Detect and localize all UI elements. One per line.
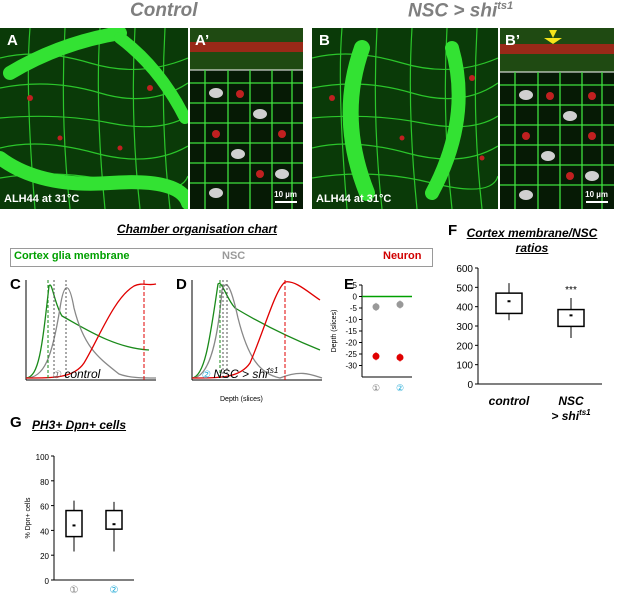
g-box bbox=[105, 509, 123, 530]
e-category-label: ① bbox=[372, 383, 380, 393]
panel-a-scale-bar bbox=[275, 201, 297, 203]
panel-a-scale-label: 10 µm bbox=[274, 190, 297, 199]
e-point bbox=[372, 352, 380, 360]
e-y-tick-label: 5 bbox=[353, 281, 358, 290]
e-y-tick-label: -5 bbox=[350, 304, 358, 313]
panel-b-prime-micrograph bbox=[500, 28, 614, 209]
panel-d-sample-label: ② NSC > shits1 bbox=[201, 366, 278, 381]
g-y-tick-label: 100 bbox=[36, 453, 50, 462]
e-point bbox=[396, 353, 404, 361]
panel-a-image: A ALH44 at 31°C bbox=[0, 28, 188, 209]
f-box bbox=[557, 308, 585, 328]
panel-a-prime-image: A’ 10 µm bbox=[190, 28, 303, 209]
mutant-header-sup: ts1 bbox=[497, 0, 514, 12]
panel-b-scale-bar bbox=[586, 201, 608, 203]
e-y-axis-label: Depth (slices) bbox=[331, 310, 338, 353]
panel-c-sample-label: ① control bbox=[52, 367, 100, 381]
panel-d-label: D bbox=[176, 276, 187, 293]
e-y-tick-label: 0 bbox=[353, 293, 358, 302]
f-significance: *** bbox=[565, 285, 577, 296]
panel-f-title: Cortex membrane/NSC ratios bbox=[466, 226, 598, 255]
panel-d-genotype: NSC > shi bbox=[213, 367, 268, 381]
f-y-tick-label: 100 bbox=[456, 361, 473, 372]
legend-nsc: NSC bbox=[222, 250, 246, 262]
g-y-tick-label: 20 bbox=[40, 552, 49, 561]
chamber-title: Chamber organisation chart bbox=[117, 222, 278, 236]
panel-g-chart: 0 20 40 60 80 100 % Dpn+ cells ① ② bbox=[25, 453, 134, 596]
panel-g-title: PH3+ Dpn+ cells bbox=[32, 418, 127, 432]
g-category-label: ① bbox=[70, 585, 79, 596]
panel-c-plot bbox=[25, 280, 157, 381]
panel-c-circle: ① bbox=[52, 370, 61, 381]
mutant-header: NSC > shits1 bbox=[408, 0, 513, 22]
f-y-tick-label: 500 bbox=[456, 283, 473, 294]
panel-d-circle: ② bbox=[201, 370, 210, 381]
panel-f-label: F bbox=[448, 222, 458, 239]
f-y-tick-label: 300 bbox=[456, 322, 473, 333]
legend-neuron: Neuron bbox=[383, 250, 422, 262]
panel-a-label: A bbox=[7, 32, 18, 49]
panel-d-plot bbox=[191, 280, 323, 381]
e-y-tick-label: -30 bbox=[345, 362, 357, 371]
panel-c-genotype: control bbox=[64, 367, 101, 381]
panel-b-image: B ALH44 at 31°C bbox=[312, 28, 498, 209]
f-median bbox=[569, 314, 573, 317]
mutant-header-text: NSC > shi bbox=[408, 0, 498, 22]
panel-e-chart: 5 0 -5 -10 -15 -20 -25 -30 Depth (slices) ① ② bbox=[331, 281, 412, 393]
e-point bbox=[396, 301, 404, 309]
panel-f-chart: 0 100 200 300 400 500 600 *** control NSC> shits1 bbox=[456, 264, 602, 423]
panel-a-prime-label: A’ bbox=[195, 32, 210, 49]
e-y-tick-label: -15 bbox=[345, 327, 357, 336]
e-y-tick-label: -20 bbox=[345, 339, 357, 348]
panel-a-prime-micrograph bbox=[190, 28, 303, 209]
f-box bbox=[495, 292, 523, 315]
f-y-tick-label: 600 bbox=[456, 264, 473, 275]
chamber-legend bbox=[10, 248, 433, 267]
f-category-label: NSC bbox=[558, 394, 584, 408]
f-category-sup: ts1 bbox=[579, 408, 591, 417]
panel-g-label: G bbox=[10, 414, 22, 431]
panel-a-caption: ALH44 at 31°C bbox=[4, 193, 80, 205]
g-y-tick-label: 80 bbox=[40, 478, 49, 487]
control-header: Control bbox=[130, 0, 198, 21]
panel-b-micrograph bbox=[312, 28, 498, 209]
e-point bbox=[372, 303, 380, 311]
legend-glia: Cortex glia membrane bbox=[14, 250, 130, 262]
e-category-label: ② bbox=[396, 383, 404, 393]
panel-b-prime-image: B’ 10 µm bbox=[500, 28, 614, 209]
panel-b-caption: ALH44 at 31°C bbox=[316, 193, 392, 205]
panel-a-micrograph bbox=[0, 28, 188, 209]
f-y-tick-label: 400 bbox=[456, 303, 473, 314]
g-box bbox=[65, 509, 83, 538]
f-category-part: NSC bbox=[558, 394, 584, 408]
g-y-tick-label: 60 bbox=[40, 503, 49, 512]
f-category-label: control bbox=[489, 394, 530, 408]
panel-b-label: B bbox=[319, 32, 330, 49]
f-median bbox=[507, 300, 511, 303]
f-y-tick-label: 200 bbox=[456, 341, 473, 352]
panel-b-prime-label: B’ bbox=[505, 32, 520, 49]
g-median bbox=[72, 524, 76, 527]
f-category-label-line2: > shits1 bbox=[551, 408, 591, 423]
g-y-tick-label: 40 bbox=[40, 527, 49, 536]
f-category-part: > shi bbox=[551, 409, 579, 423]
panel-c-label: C bbox=[10, 276, 21, 293]
panel-e-label: E bbox=[344, 276, 355, 293]
panel-b-scale-label: 10 µm bbox=[585, 190, 608, 199]
g-median bbox=[112, 523, 116, 526]
e-y-tick-label: -25 bbox=[345, 350, 357, 359]
f-y-tick-label: 0 bbox=[467, 380, 473, 391]
g-category-label: ② bbox=[110, 585, 119, 596]
depth-axis-label: Depth (slices) bbox=[220, 396, 263, 403]
g-y-tick-label: 0 bbox=[45, 577, 50, 586]
g-y-axis-label: % Dpn+ cells bbox=[25, 497, 32, 539]
e-y-tick-label: -10 bbox=[345, 316, 357, 325]
panel-d-genotype-sup: ts1 bbox=[267, 366, 279, 375]
